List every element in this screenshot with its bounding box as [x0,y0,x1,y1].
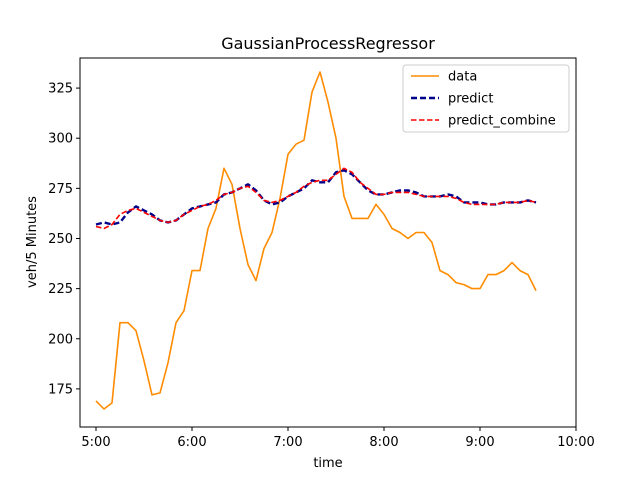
x-tick-label: 5:00 [81,435,110,450]
x-tick-label: 10:00 [557,435,594,450]
series-layer [95,71,537,410]
y-axis-label: veh/5 Minutes [25,196,40,288]
x-axis: 5:00 6:00 7:00 8:00 9:00 10:00 [81,427,595,450]
x-tick-label: 8:00 [369,435,398,450]
legend: data predict predict_combine [402,64,570,133]
y-tick-label: 300 [48,132,73,147]
y-tick-label: 275 [48,182,73,197]
x-tick-label: 9:00 [465,435,494,450]
legend-label: predict_combine [448,114,556,129]
legend-box [402,64,570,133]
legend-label: predict [448,92,493,107]
y-tick-label: 175 [48,382,73,397]
x-axis-label: time [313,456,342,471]
x-tick-label: 7:00 [273,435,302,450]
y-axis: 175 200 225 250 275 300 325 [48,82,80,397]
series-line-data [95,71,537,410]
y-tick-label: 325 [48,82,73,97]
y-tick-label: 225 [48,282,73,297]
chart-title: GaussianProcessRegressor [221,34,435,53]
y-tick-label: 250 [48,232,73,247]
series-line-predict-combine [95,167,537,230]
x-tick-label: 6:00 [177,435,206,450]
y-tick-label: 200 [48,332,73,347]
plot-frame [79,57,577,428]
legend-label: data [448,70,477,85]
